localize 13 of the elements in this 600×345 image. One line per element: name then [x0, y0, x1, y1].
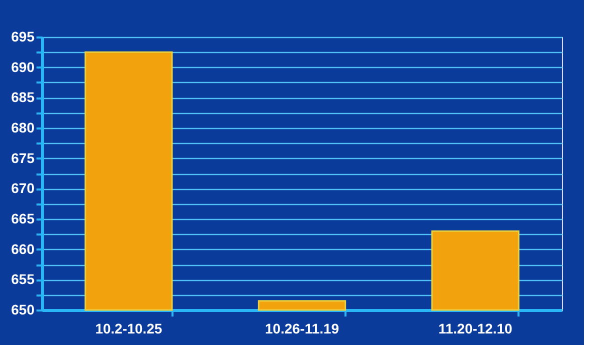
y-tick-label: 665 — [11, 210, 35, 226]
y-tick-label: 660 — [11, 240, 35, 257]
y-tick-label: 690 — [11, 58, 35, 75]
y-tick-label: 680 — [11, 120, 35, 136]
x-tick-label: 10.26-11.19 — [265, 320, 340, 336]
y-tick-label: 670 — [11, 180, 35, 196]
y-tick-label: 685 — [11, 89, 35, 106]
y-tick-label: 675 — [11, 150, 35, 166]
x-tick-label: 11.20-12.10 — [438, 320, 513, 336]
x-tick-label: 10.2-10.25 — [95, 320, 162, 336]
y-tick-label: 695 — [11, 28, 35, 44]
y-tick-label: 650 — [11, 302, 35, 318]
y-tick-label: 655 — [11, 271, 35, 288]
